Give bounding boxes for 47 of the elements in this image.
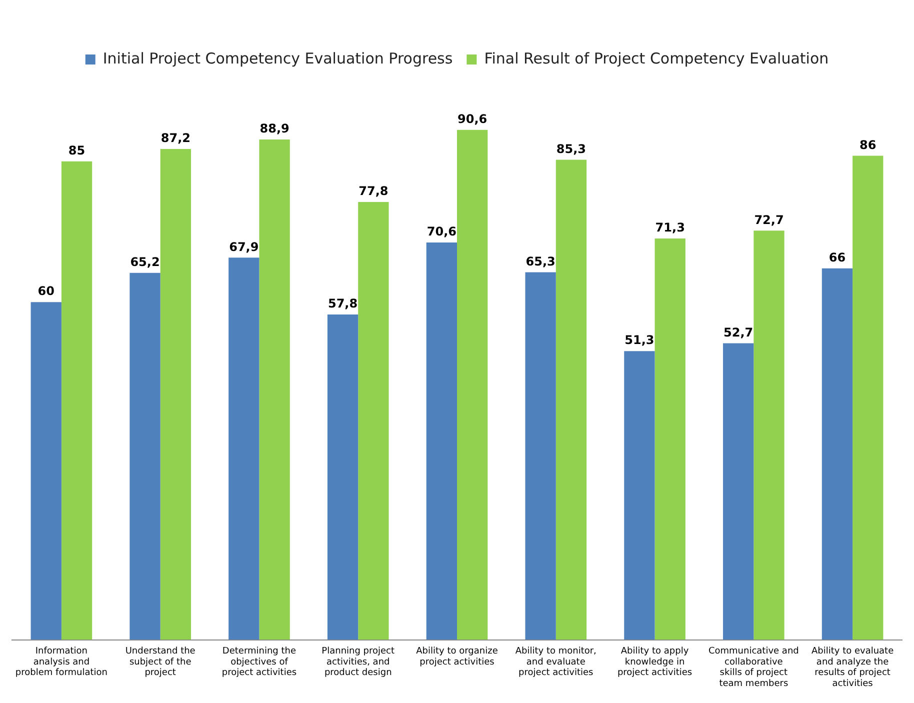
bar [228,258,260,640]
bar [556,160,587,640]
data-label: 72,7 [754,212,784,227]
x-tick-label: Information analysis and problem formulation [15,646,108,678]
data-label: 90,6 [458,112,488,126]
legend-label: Initial Project Competency Evaluation Progress [102,49,453,68]
x-tick-label: Communicative and collaborative skills of project team members [708,646,799,689]
data-label: 88,9 [260,122,290,136]
data-label: 65,3 [526,254,556,268]
bar [358,202,389,640]
x-tick-label: Ability to organize project activities [416,646,498,668]
bar [723,343,754,640]
bar [822,268,853,640]
bar [61,161,92,640]
bar [160,149,191,640]
bar [654,238,686,640]
data-label: 71,3 [655,220,685,235]
data-label: 85,3 [556,142,586,156]
bar [624,351,655,640]
data-label: 66 [828,250,846,264]
legend-label: Final Result of Project Competency Evaluation [484,49,829,68]
bar [754,230,784,640]
bar [525,272,556,640]
x-tick-label: Ability to evaluate and analyze the results of project activities [811,646,894,689]
data-label: 57,8 [328,296,358,311]
bar [852,156,884,640]
bar [426,242,457,640]
x-tick-label: Understand the subject of the project [125,646,196,678]
x-tick-label: Determining the objectives of project activities [222,646,297,678]
data-label: 52,7 [724,325,754,340]
x-tick-label: Ability to monitor, and evaluate project activities [515,646,596,678]
data-label: 86 [860,138,876,152]
data-label: 87,2 [160,131,190,146]
data-label: 65,2 [130,254,160,269]
x-tick-label: Ability to apply knowledge in project activities [617,646,692,678]
bar [30,302,62,640]
data-label: 85 [68,144,86,158]
data-label: 67,9 [229,240,259,254]
bar [130,272,160,640]
bar [327,314,358,640]
x-tick-label: Planning project activities, and product design [322,646,396,678]
bar [457,130,488,640]
data-label: 60 [38,284,54,298]
data-label: 70,6 [426,224,456,239]
data-label: 51,3 [624,333,654,348]
bar [259,139,290,640]
data-label: 77,8 [358,184,388,198]
